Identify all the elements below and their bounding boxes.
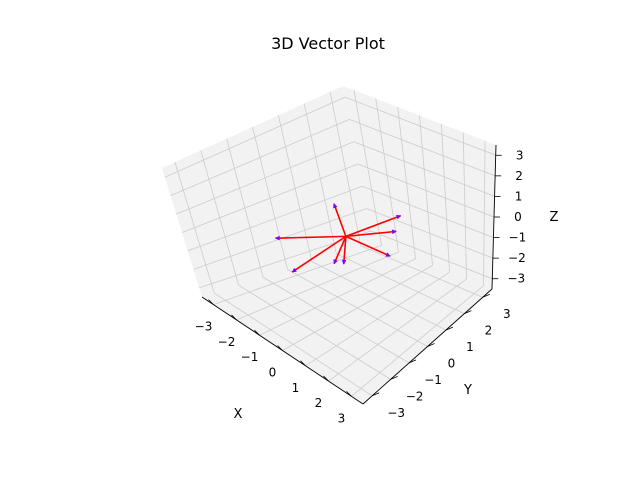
vector-shaft — [345, 214, 402, 238]
vector-tip — [395, 214, 402, 220]
vector-series — [274, 203, 402, 273]
grid-line-z-side — [199, 230, 371, 289]
vector-arrow — [345, 229, 397, 238]
vector-shaft — [342, 236, 347, 265]
z-tick-label: −3 — [507, 272, 525, 286]
x-tick-label: 3 — [338, 411, 346, 425]
x-axis-label: X — [234, 407, 243, 422]
y-tick-label: −1 — [424, 373, 442, 387]
y-tick-label: 1 — [466, 340, 474, 354]
grid-line-z-back — [366, 208, 494, 259]
vector-tip — [391, 229, 397, 235]
vector-tip — [291, 267, 297, 273]
grid-line-z-back — [357, 163, 495, 218]
vector-shaft — [291, 235, 347, 273]
y-tick-mark — [390, 375, 398, 380]
vector-shaft — [345, 235, 391, 257]
vector-tip — [333, 259, 338, 265]
vector-shaft — [333, 203, 347, 237]
grid-line-z-side — [164, 96, 346, 178]
y-tick-mark — [408, 359, 417, 364]
y-tick-label: 3 — [503, 307, 511, 321]
y-tick-mark — [482, 293, 490, 298]
x-tick-label: 2 — [315, 396, 323, 410]
grid-line-z-back — [353, 141, 495, 197]
y-tick-label: −2 — [406, 389, 424, 403]
side-pane — [162, 86, 373, 297]
z-tick-label: −2 — [508, 251, 526, 265]
grid-line-y-floor — [213, 292, 373, 397]
vector-arrow — [274, 235, 346, 241]
vector-arrow — [291, 235, 347, 273]
vector-arrow — [345, 214, 402, 238]
axis-panes — [162, 86, 496, 404]
grid-line-z-back — [362, 185, 494, 238]
x-tick-mark — [231, 314, 237, 321]
grid-line-y-floor — [360, 245, 483, 298]
grid-line-y-floor — [311, 261, 447, 331]
z-tick-label: 1 — [515, 189, 523, 203]
vector-tip — [333, 203, 338, 209]
vector-shaft — [275, 235, 346, 239]
vector-arrow — [333, 236, 347, 265]
grid-lines — [164, 90, 496, 397]
vector-shaft — [345, 230, 397, 238]
x-tick-mark — [300, 360, 306, 367]
grid-line-z-side — [176, 141, 354, 215]
x-tick-label: −1 — [241, 350, 259, 364]
y-tick-label: 0 — [448, 357, 456, 371]
x-tick-mark — [277, 345, 283, 351]
grid-line-z-side — [170, 119, 350, 197]
y-tick-mark — [372, 392, 380, 397]
z-tick-label: 3 — [516, 148, 524, 162]
x-tick-mark — [323, 375, 329, 382]
y-tick-label: −3 — [387, 406, 405, 420]
y-tick-mark — [445, 326, 454, 331]
grid-line-z-back — [370, 230, 493, 280]
vector-tip — [385, 252, 391, 257]
grid-line-y-floor — [287, 269, 428, 347]
vector-arrow — [345, 235, 391, 257]
vector-tip — [341, 259, 347, 265]
vector-tip — [274, 235, 280, 241]
y-tick-mark — [464, 310, 472, 315]
grid-line-y-floor — [262, 277, 410, 364]
z-axis-label: Z — [550, 210, 559, 225]
floor-pane — [202, 242, 492, 404]
grid-line-z-back — [344, 96, 496, 156]
z-tick-label: 0 — [514, 210, 522, 224]
grid-line-y-floor — [238, 284, 391, 380]
y-axis-label: Y — [463, 383, 472, 398]
x-tick-label: 1 — [292, 381, 300, 395]
grid-line-z-side — [193, 208, 367, 270]
z-tick-label: −1 — [509, 231, 527, 245]
vector-arrow — [341, 236, 347, 265]
chart-title: 3D Vector Plot — [271, 34, 385, 53]
axis-lines — [201, 144, 502, 405]
x-tick-mark — [254, 329, 260, 336]
x-tick-label: −2 — [218, 335, 236, 349]
y-tick-label: 2 — [485, 324, 493, 338]
grid-line-y-floor — [336, 253, 465, 315]
z-tick-label: 2 — [515, 169, 523, 183]
vector-shaft — [333, 236, 347, 265]
vector-arrow — [333, 203, 347, 237]
grid-line-z-back — [349, 119, 496, 177]
x-tick-mark — [346, 391, 352, 397]
grid-line-z-side — [187, 185, 363, 252]
x-tick-label: −3 — [195, 320, 213, 334]
y-tick-mark — [427, 343, 435, 347]
x-tick-mark — [208, 299, 214, 305]
grid-line-z-side — [181, 163, 359, 233]
x-tick-label: 0 — [269, 366, 277, 380]
